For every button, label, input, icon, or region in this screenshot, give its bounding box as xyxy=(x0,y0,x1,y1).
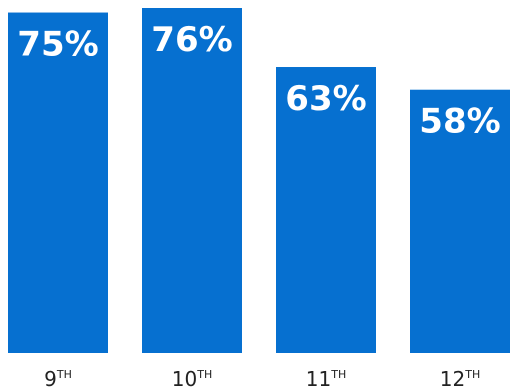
bar-9th xyxy=(8,12,108,354)
data-labels-group: 75% 76% 63% 58% xyxy=(17,20,500,142)
bar-value-label: 76% xyxy=(151,20,232,60)
x-tick-label: 9TH xyxy=(44,367,72,391)
x-tick-label-suffix: TH xyxy=(464,368,480,381)
bar-value-label: 63% xyxy=(285,79,366,119)
bar-10th xyxy=(142,8,242,353)
x-tick-label-number: 9 xyxy=(44,367,57,391)
x-tick-label-suffix: TH xyxy=(196,368,212,381)
x-tick-label-suffix: TH xyxy=(56,368,72,381)
bar-12th xyxy=(410,89,510,354)
x-tick-labels-group: 9TH 10TH 11TH 12TH xyxy=(44,367,480,391)
x-tick-label-number: 12 xyxy=(440,367,465,391)
x-tick-label-suffix: TH xyxy=(330,368,346,381)
x-tick-label: 12TH xyxy=(440,367,480,391)
x-tick-label-number: 10 xyxy=(172,367,197,391)
bar-value-label: 75% xyxy=(17,25,98,65)
bar-11th xyxy=(276,67,376,354)
bars-group xyxy=(8,8,510,354)
x-tick-label-number: 11 xyxy=(306,367,331,391)
x-tick-label: 11TH xyxy=(306,367,346,391)
x-tick-label: 10TH xyxy=(172,367,212,391)
bar-value-label: 58% xyxy=(419,102,500,142)
